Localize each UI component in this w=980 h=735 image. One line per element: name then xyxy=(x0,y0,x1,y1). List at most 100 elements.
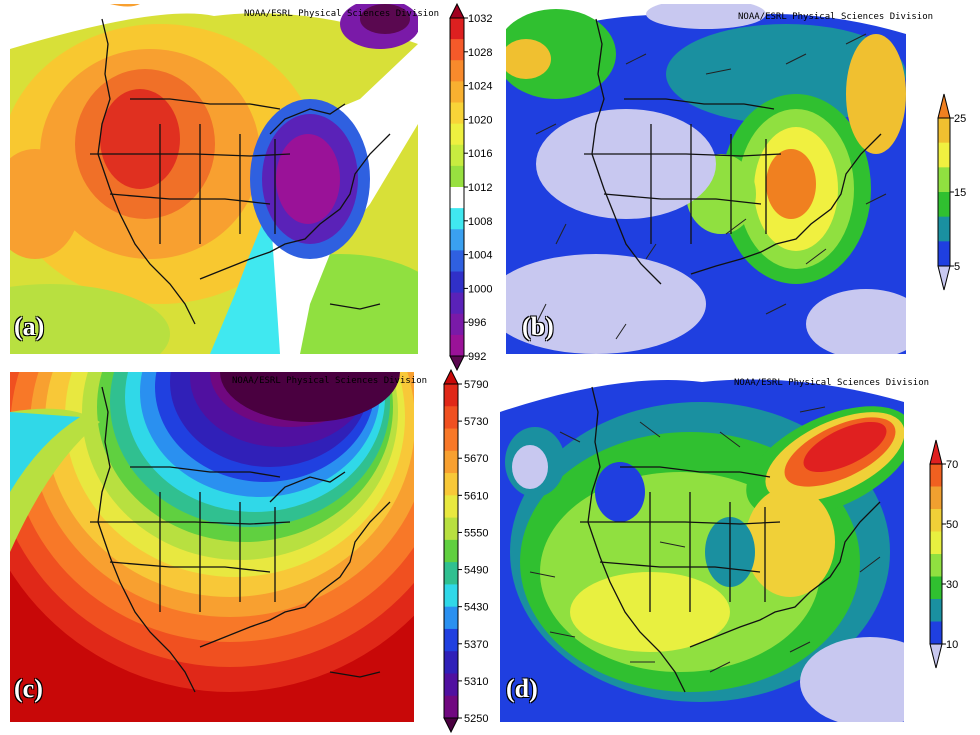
colorbar-tick-label: 1032 xyxy=(468,13,492,25)
colorbar-segment xyxy=(450,165,464,188)
colorbar-tick-label: 70 xyxy=(946,459,958,471)
colorbar-tick-label: 1000 xyxy=(468,283,492,295)
colorbar-tick-label: 996 xyxy=(468,317,486,329)
colorbar-segment xyxy=(450,208,464,230)
colorbar-segment xyxy=(930,576,942,600)
wind-arrows xyxy=(535,33,887,340)
colorbar-d: 70 50 30 10 xyxy=(929,439,974,669)
colorbar-tick-label: 5250 xyxy=(464,713,488,725)
colorbar-segment xyxy=(444,562,458,585)
colorbar-segment xyxy=(930,554,942,577)
geopotential-height-map xyxy=(10,372,414,722)
colorbar-tick-label: 1024 xyxy=(468,81,492,93)
colorbar-bottom-arrow xyxy=(449,355,465,372)
colorbar-tick-label: 1028 xyxy=(468,47,492,59)
colorbar-segment xyxy=(450,292,464,315)
colorbar-tick-label: 5 xyxy=(954,261,960,273)
colorbar-tick-label: 1012 xyxy=(468,182,492,194)
coastlines xyxy=(90,18,391,325)
colorbar-a: 1032 1028 1024 1020 1016 1012 1008 1004 1000 996 9… xyxy=(449,2,510,372)
coastlines xyxy=(90,386,391,693)
colorbar-segment xyxy=(444,651,458,674)
colorbar-segment xyxy=(930,464,942,487)
colorbar-tick-label: 992 xyxy=(468,351,486,363)
colorbar-b-svg: 25 15 5 xyxy=(937,93,966,291)
colorbar-segment xyxy=(444,628,458,652)
colorbar-c: 5790 5730 5670 5610 5550 5490 5430 5370 5310 5250 xyxy=(443,368,510,734)
colorbar-frame xyxy=(929,463,943,645)
colorbar-segment xyxy=(938,192,950,218)
colorbar-segment xyxy=(444,450,458,474)
colorbar-a-svg: 1032 1028 1024 1020 1016 1012 1008 1004 1000 996 9… xyxy=(449,2,492,372)
colorbar-segment xyxy=(450,313,464,336)
colorbar-top-arrow xyxy=(929,439,943,465)
colorbar-top-arrow xyxy=(449,2,465,19)
colorbar-segment xyxy=(450,334,464,357)
colorbar-bottom-arrow xyxy=(937,265,951,291)
wind-speed-map-d xyxy=(500,379,904,722)
colorbar-segment xyxy=(938,216,950,242)
colorbar-segment xyxy=(938,241,950,267)
credit-text-b: NOAA/ESRL Physical Sciences Division xyxy=(738,12,934,22)
colorbar-tick-label: 30 xyxy=(946,579,958,591)
colorbar-tick-label: 5550 xyxy=(464,527,488,539)
panel-label-a: (a) xyxy=(14,312,45,341)
colorbar-top-arrow xyxy=(937,93,951,119)
colorbar-tick-label: 1004 xyxy=(468,250,492,262)
high-pressure-pacific xyxy=(10,149,80,259)
colorbar-segment xyxy=(450,102,464,125)
trough-core xyxy=(220,372,400,422)
colorbar-top-arrow xyxy=(443,368,459,385)
colorbar-segment xyxy=(444,406,458,430)
colorbar-tick-label: 15 xyxy=(954,187,966,199)
colorbar-segment xyxy=(450,123,464,146)
colorbar-segment xyxy=(938,118,950,144)
colorbar-segment xyxy=(450,250,464,272)
colorbar-tick-label: 5670 xyxy=(464,453,488,465)
colorbar-tick-label: 50 xyxy=(946,519,958,531)
colorbar-segment xyxy=(444,606,458,630)
colorbar-tick-label: 1016 xyxy=(468,148,492,160)
colorbar-tick-label: 5730 xyxy=(464,416,488,428)
colorbar-d-svg: 70 50 30 10 xyxy=(929,439,958,669)
panel-label-b: (b) xyxy=(522,312,554,341)
colorbar-segment xyxy=(444,584,458,608)
coastlines xyxy=(584,18,882,285)
colorbar-segment xyxy=(444,428,458,452)
coastlines xyxy=(580,386,881,693)
colorbar-tick-label: 1008 xyxy=(468,216,492,228)
colorbar-tick-label: 5310 xyxy=(464,676,488,688)
colorbar-segment xyxy=(450,81,464,103)
colorbar-segment xyxy=(930,509,942,532)
colorbar-segment xyxy=(938,142,950,168)
colorbar-segment xyxy=(450,229,464,251)
colorbar-segment xyxy=(444,539,458,563)
colorbar-bottom-arrow xyxy=(443,717,459,734)
map-panel-b xyxy=(506,4,906,354)
colorbar-tick-label: 5430 xyxy=(464,602,488,614)
colorbar-segment xyxy=(450,18,464,40)
colorbar-segment xyxy=(444,673,458,697)
colorbar-b: 25 15 5 xyxy=(937,93,978,291)
pressure-field-map xyxy=(10,4,418,354)
calm-zone-south xyxy=(800,637,904,722)
colorbar-segment xyxy=(938,167,950,193)
credit-text-a: NOAA/ESRL Physical Sciences Division xyxy=(244,9,440,19)
colorbar-segment xyxy=(444,473,458,496)
map-panel-c xyxy=(10,372,414,722)
map-panel-a xyxy=(10,4,418,354)
colorbar-tick-label: 25 xyxy=(954,113,966,125)
colorbar-segment xyxy=(930,599,942,622)
colorbar-tick-label: 5610 xyxy=(464,490,488,502)
credit-text-c: NOAA/ESRL Physical Sciences Division xyxy=(232,376,428,386)
colorbar-segment xyxy=(444,495,458,519)
colorbar-segment xyxy=(450,271,464,294)
credit-text-d: NOAA/ESRL Physical Sciences Division xyxy=(734,378,930,388)
colorbar-segment xyxy=(450,39,464,61)
colorbar-segment xyxy=(450,60,464,82)
colorbar-segment xyxy=(444,517,458,541)
colorbar-tick-label: 5490 xyxy=(464,565,488,577)
colorbar-frame xyxy=(443,383,459,719)
colorbar-bottom-arrow xyxy=(929,643,943,669)
wind-arrows xyxy=(529,406,881,673)
